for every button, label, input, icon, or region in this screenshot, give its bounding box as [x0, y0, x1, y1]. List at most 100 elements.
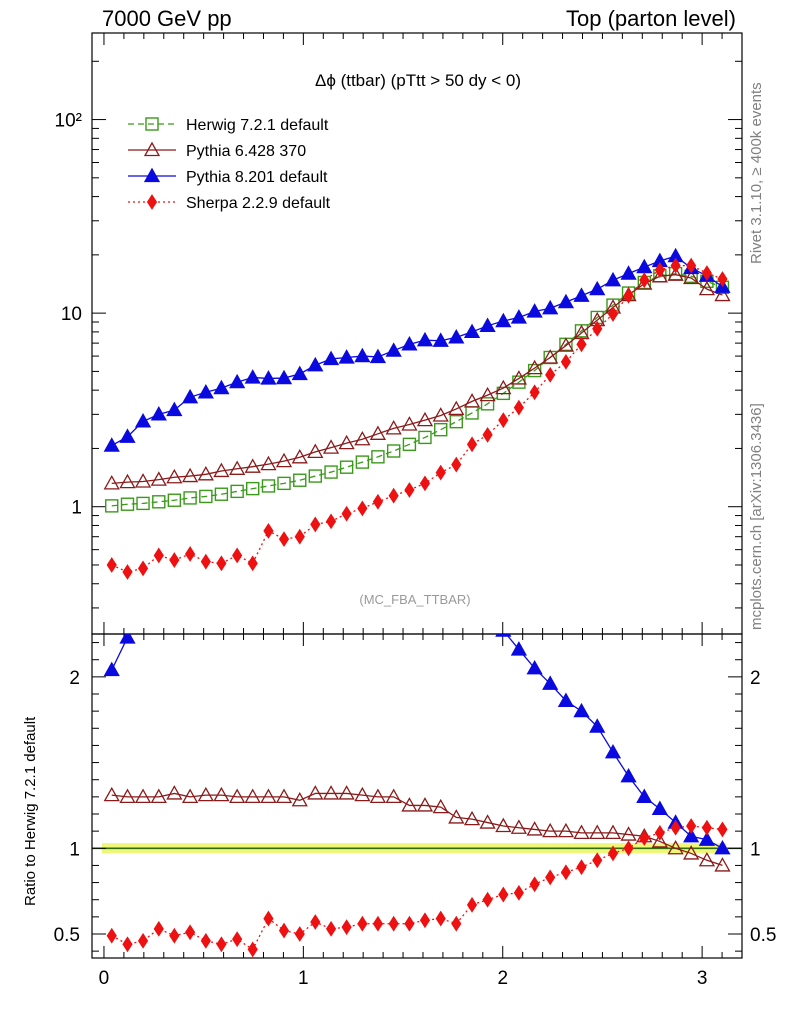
ratio-point-pythia-6-428-370: [542, 822, 559, 838]
series-line-pythia-6-428-370: [111, 274, 723, 485]
data-point-herwig-7-2-1-default: [105, 499, 119, 513]
data-point-pythia-8-201-default: [432, 332, 449, 347]
data-point-pythia-8-201-default: [448, 328, 465, 344]
data-point-herwig-7-2-1-default: [339, 460, 354, 474]
data-point-pythia-8-201-default: [275, 369, 293, 385]
legend-marker-sherpa-2-2-9-default: [146, 194, 158, 210]
ratio-point-sherpa-2-2-9-default: [701, 819, 713, 836]
ratio-point-pythia-6-428-370: [307, 785, 324, 800]
ratio-point-pythia-8-201-default: [434, 519, 448, 532]
ratio-point-pythia-6-428-370: [589, 824, 606, 840]
ratio-point-pythia-6-428-370: [683, 845, 700, 860]
ratio-point-pythia-8-201-default: [119, 634, 136, 644]
data-point-herwig-7-2-1-default: [355, 455, 370, 469]
data-point-herwig-7-2-1-default: [152, 495, 166, 509]
data-point-sherpa-2-2-9-default: [419, 475, 431, 492]
data-point-pythia-6-428-370: [432, 407, 449, 422]
ratio-point-pythia-8-201-default: [340, 380, 354, 393]
data-point-sherpa-2-2-9-default: [498, 412, 509, 429]
ratio-point-sherpa-2-2-9-default: [404, 915, 415, 932]
ratio-point-pythia-8-201-default: [293, 406, 307, 419]
ratio-point-sherpa-2-2-9-default: [639, 830, 650, 846]
data-point-sherpa-2-2-9-default: [670, 257, 681, 274]
data-point-pythia-8-201-default: [463, 323, 481, 339]
data-point-pythia-8-201-default: [401, 335, 418, 351]
ratio-y-tick-label-right: 0.5: [750, 925, 776, 946]
data-point-pythia-6-428-370: [416, 411, 434, 427]
ratio-point-sherpa-2-2-9-default: [466, 896, 478, 913]
data-point-sherpa-2-2-9-default: [451, 456, 462, 473]
data-point-pythia-6-428-370: [401, 416, 418, 431]
data-point-pythia-8-201-default: [542, 299, 559, 315]
ratio-point-sherpa-2-2-9-default: [357, 915, 368, 932]
ratio-point-pythia-6-428-370: [698, 851, 716, 867]
data-point-sherpa-2-2-9-default: [466, 436, 478, 453]
data-point-herwig-7-2-1-default: [434, 422, 448, 437]
ratio-point-pythia-6-428-370: [667, 839, 684, 855]
data-point-pythia-8-201-default: [526, 303, 543, 318]
data-point-pythia-6-428-370: [150, 471, 167, 486]
ratio-point-pythia-8-201-default: [199, 421, 213, 434]
data-point-sherpa-2-2-9-default: [372, 493, 384, 510]
ratio-series-group: [103, 380, 731, 958]
data-point-herwig-7-2-1-default: [214, 487, 229, 501]
analysis-watermark: (MC_FBA_TTBAR): [359, 592, 470, 607]
ratio-point-pythia-6-428-370: [229, 788, 246, 804]
ratio-point-pythia-6-428-370: [119, 788, 136, 804]
ratio-line-pythia-6-428-370: [111, 792, 723, 867]
ratio-point-sherpa-2-2-9-default: [294, 926, 305, 942]
data-point-pythia-6-428-370: [119, 473, 136, 489]
x-tick-label: 2: [497, 968, 508, 989]
ratio-point-pythia-8-201-default: [481, 600, 495, 613]
ratio-point-sherpa-2-2-9-default: [576, 859, 587, 876]
ratio-point-pythia-8-201-default: [651, 800, 668, 816]
data-point-sherpa-2-2-9-default: [232, 547, 243, 564]
data-point-pythia-6-428-370: [526, 359, 543, 375]
data-point-sherpa-2-2-9-default: [310, 516, 321, 533]
ratio-point-pythia-6-428-370: [510, 819, 527, 834]
ratio-point-pythia-6-428-370: [495, 817, 512, 833]
data-point-herwig-7-2-1-default: [246, 481, 260, 496]
ratio-point-pythia-8-201-default: [495, 634, 512, 637]
ratio-point-pythia-8-201-default: [589, 718, 606, 733]
ratio-point-pythia-8-201-default: [277, 413, 291, 426]
data-point-pythia-6-428-370: [291, 448, 308, 464]
ratio-point-pythia-8-201-default: [604, 743, 622, 759]
data-point-sherpa-2-2-9-default: [639, 272, 650, 289]
data-point-herwig-7-2-1-default: [449, 414, 463, 429]
data-point-sherpa-2-2-9-default: [482, 426, 493, 443]
data-point-pythia-8-201-default: [604, 271, 622, 287]
legend-marker-herwig-7-2-1-default: [145, 117, 159, 131]
data-point-herwig-7-2-1-default: [386, 444, 401, 458]
data-point-sherpa-2-2-9-default: [607, 306, 619, 322]
data-point-pythia-8-201-default: [322, 350, 340, 366]
ratio-point-sherpa-2-2-9-default: [498, 886, 509, 903]
ratio-point-pythia-8-201-default: [620, 767, 637, 783]
series-line-herwig-7-2-1-default: [111, 272, 723, 507]
ratio-point-sherpa-2-2-9-default: [325, 920, 337, 937]
data-point-pythia-6-428-370: [181, 467, 199, 483]
ratio-point-sherpa-2-2-9-default: [232, 931, 243, 948]
ratio-point-sherpa-2-2-9-default: [341, 919, 352, 936]
data-point-pythia-6-428-370: [103, 475, 120, 490]
ratio-point-sherpa-2-2-9-default: [372, 915, 384, 932]
data-point-sherpa-2-2-9-default: [169, 552, 180, 569]
ratio-point-sherpa-2-2-9-default: [592, 852, 603, 869]
data-point-sherpa-2-2-9-default: [106, 557, 117, 573]
data-point-pythia-8-201-default: [354, 347, 371, 363]
ratio-point-sherpa-2-2-9-default: [560, 864, 572, 881]
ratio-point-sherpa-2-2-9-default: [513, 884, 524, 901]
data-point-sherpa-2-2-9-default: [686, 257, 697, 274]
data-point-pythia-6-428-370: [636, 275, 653, 290]
ratio-point-pythia-6-428-370: [448, 809, 465, 824]
data-point-sherpa-2-2-9-default: [294, 528, 305, 545]
data-point-pythia-8-201-default: [573, 287, 590, 302]
data-point-pythia-6-428-370: [338, 434, 355, 450]
ratio-point-pythia-8-201-default: [698, 831, 716, 846]
ratio-point-sherpa-2-2-9-default: [200, 932, 211, 949]
ratio-point-sherpa-2-2-9-default: [654, 824, 665, 841]
data-point-herwig-7-2-1-default: [418, 430, 432, 445]
ratio-y-tick-label-left: 1: [69, 839, 80, 860]
ratio-point-pythia-6-428-370: [103, 786, 120, 802]
